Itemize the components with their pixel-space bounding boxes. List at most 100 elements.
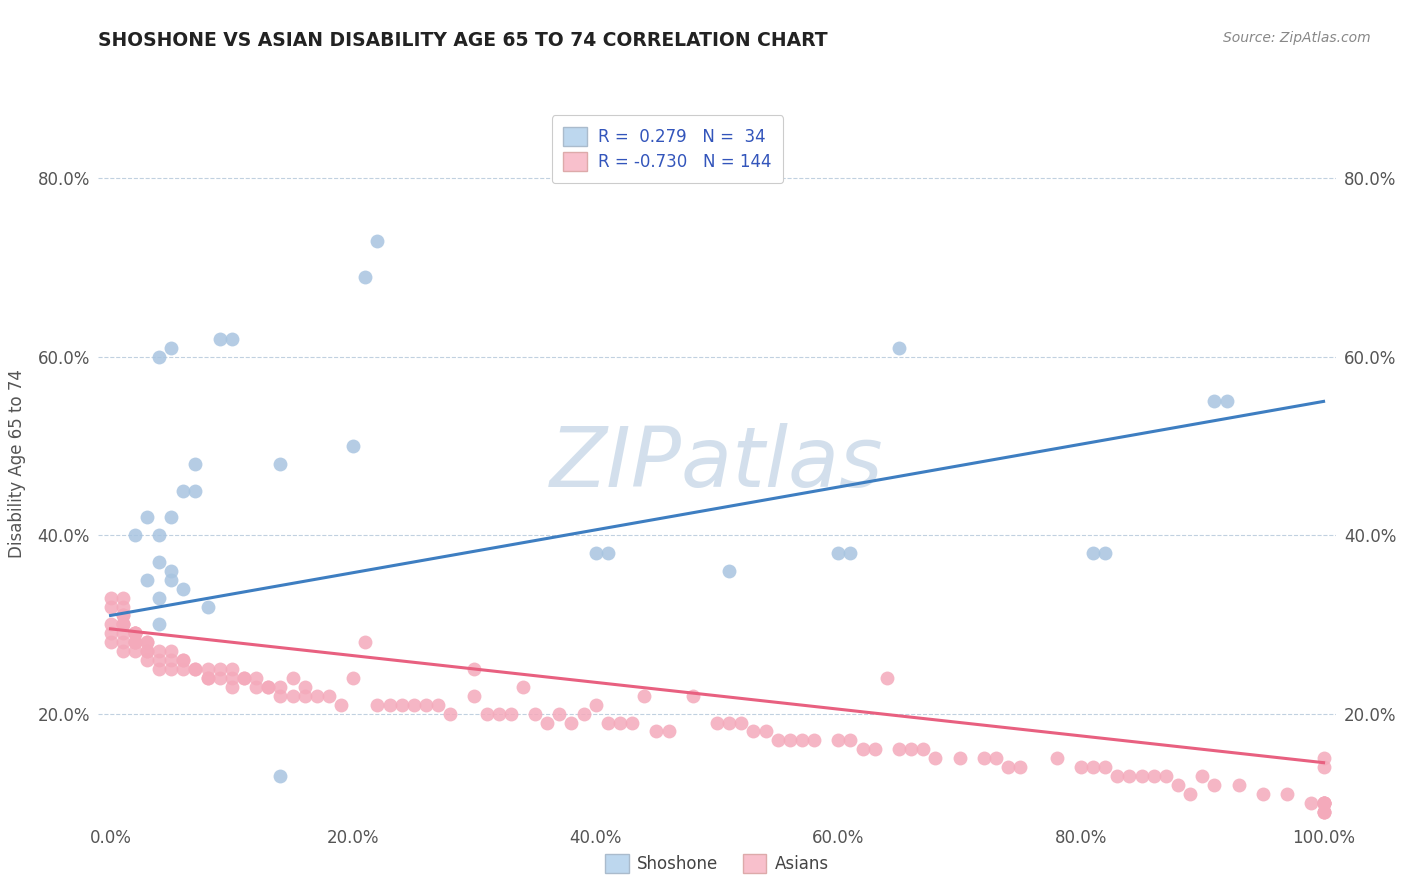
- Point: [100, 626, 122, 640]
- Point: [488, 706, 510, 721]
- Point: [208, 332, 231, 346]
- Point: [136, 653, 159, 667]
- Y-axis label: Disability Age 65 to 74: Disability Age 65 to 74: [8, 369, 27, 558]
- Point: [924, 751, 946, 765]
- Point: [790, 733, 813, 747]
- Point: [184, 662, 207, 676]
- Point: [148, 591, 170, 605]
- Point: [657, 724, 679, 739]
- Point: [852, 742, 875, 756]
- Point: [148, 653, 170, 667]
- Point: [330, 698, 353, 712]
- Point: [184, 483, 207, 498]
- Point: [463, 689, 485, 703]
- Point: [111, 626, 134, 640]
- Point: [172, 662, 194, 676]
- Point: [124, 644, 146, 658]
- Point: [342, 671, 364, 685]
- Point: [100, 617, 122, 632]
- Point: [415, 698, 437, 712]
- Point: [269, 689, 291, 703]
- Point: [172, 582, 194, 596]
- Point: [1312, 796, 1334, 810]
- Point: [1178, 787, 1201, 801]
- Point: [342, 439, 364, 453]
- Point: [706, 715, 728, 730]
- Point: [245, 671, 267, 685]
- Point: [136, 635, 159, 649]
- Point: [1130, 769, 1153, 783]
- Point: [391, 698, 413, 712]
- Point: [257, 680, 280, 694]
- Point: [233, 671, 256, 685]
- Point: [111, 644, 134, 658]
- Point: [1081, 546, 1104, 560]
- Point: [160, 573, 183, 587]
- Point: [208, 671, 231, 685]
- Point: [148, 644, 170, 658]
- Point: [281, 689, 304, 703]
- Point: [148, 555, 170, 569]
- Point: [900, 742, 922, 756]
- Point: [354, 269, 377, 284]
- Point: [609, 715, 631, 730]
- Point: [269, 680, 291, 694]
- Point: [1312, 805, 1334, 819]
- Point: [718, 715, 741, 730]
- Point: [136, 635, 159, 649]
- Legend: Shoshone, Asians: Shoshone, Asians: [599, 847, 835, 880]
- Point: [536, 715, 558, 730]
- Point: [887, 742, 910, 756]
- Point: [100, 599, 122, 614]
- Point: [1107, 769, 1129, 783]
- Point: [221, 332, 243, 346]
- Point: [233, 671, 256, 685]
- Point: [427, 698, 450, 712]
- Point: [294, 689, 316, 703]
- Point: [366, 698, 388, 712]
- Point: [1167, 778, 1189, 792]
- Point: [1227, 778, 1250, 792]
- Point: [221, 662, 243, 676]
- Point: [124, 528, 146, 542]
- Point: [160, 564, 183, 578]
- Point: [1312, 796, 1334, 810]
- Point: [1312, 796, 1334, 810]
- Point: [160, 662, 183, 676]
- Point: [148, 528, 170, 542]
- Point: [257, 680, 280, 694]
- Point: [1094, 760, 1116, 774]
- Point: [596, 546, 619, 560]
- Point: [973, 751, 995, 765]
- Point: [645, 724, 668, 739]
- Point: [124, 635, 146, 649]
- Point: [1275, 787, 1298, 801]
- Point: [160, 510, 183, 524]
- Point: [560, 715, 582, 730]
- Point: [160, 341, 183, 355]
- Point: [682, 689, 704, 703]
- Point: [1204, 778, 1226, 792]
- Point: [1010, 760, 1032, 774]
- Point: [294, 680, 316, 694]
- Point: [148, 662, 170, 676]
- Point: [111, 608, 134, 623]
- Point: [402, 698, 425, 712]
- Point: [949, 751, 972, 765]
- Point: [827, 546, 849, 560]
- Point: [148, 617, 170, 632]
- Point: [136, 510, 159, 524]
- Point: [1070, 760, 1092, 774]
- Point: [1094, 546, 1116, 560]
- Point: [318, 689, 340, 703]
- Point: [208, 662, 231, 676]
- Point: [1118, 769, 1140, 783]
- Point: [111, 635, 134, 649]
- Point: [197, 662, 219, 676]
- Point: [124, 635, 146, 649]
- Point: [100, 591, 122, 605]
- Point: [1312, 805, 1334, 819]
- Point: [1154, 769, 1177, 783]
- Point: [269, 769, 291, 783]
- Point: [221, 680, 243, 694]
